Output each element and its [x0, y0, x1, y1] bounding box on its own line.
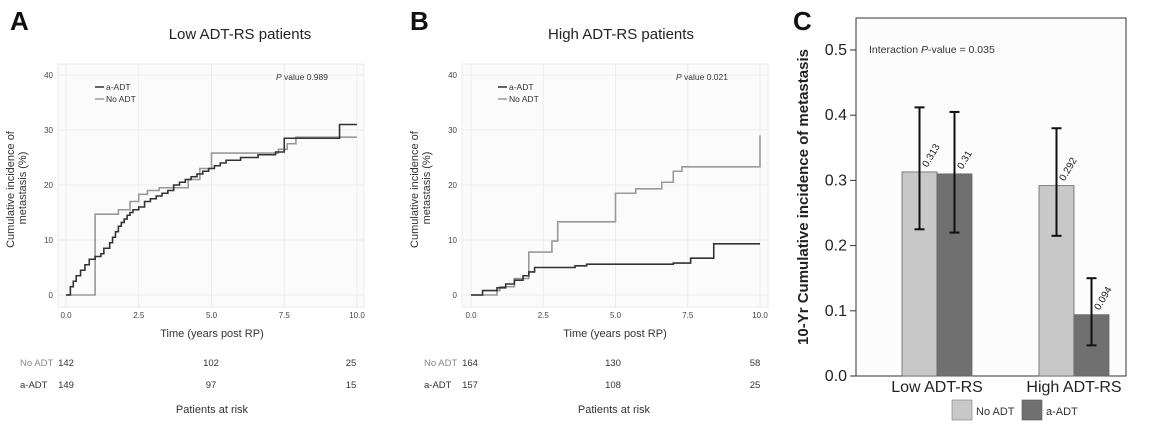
- panel-a-legend: a-ADT No ADT: [95, 82, 136, 104]
- x-tick-label: 5.0: [206, 311, 218, 320]
- risk-row-label: a-ADT: [424, 380, 452, 391]
- annotation-suffix: -value = 0.035: [928, 44, 995, 56]
- legend-swatch-no-adt: [951, 399, 973, 421]
- panel-b-series: [471, 135, 761, 296]
- y-tick-label: 20: [44, 181, 53, 190]
- y-tick-label: 0.0: [825, 368, 847, 385]
- x-tick-label: 2.5: [538, 311, 550, 320]
- panel-label-c: C: [793, 6, 812, 36]
- category-label-high: High ADT-RS: [1026, 379, 1121, 396]
- y-tick-label: 20: [448, 181, 457, 190]
- annotation-prefix: Interaction: [869, 44, 921, 56]
- x-tick-label: 7.5: [682, 311, 694, 320]
- y-tick-label: 0.5: [825, 42, 847, 59]
- panel-a-risk-table: No ADT 142 102 25 a-ADT 149 97 15 Patien…: [20, 358, 356, 416]
- panel-a-pvalue-p: P: [276, 72, 282, 82]
- risk-row-label: a-ADT: [20, 380, 48, 391]
- series-line-a-adt: [471, 243, 760, 296]
- panel-label-a: A: [10, 6, 29, 36]
- y-tick-label: 10: [448, 236, 457, 245]
- legend-label-no-adt: No ADT: [509, 94, 539, 104]
- x-tick-label: 2.5: [133, 311, 145, 320]
- panel-b: B High ADT-RS patients 0.0 2.5 5.0 7.5 10.00…: [409, 6, 769, 416]
- risk-cell: 164: [462, 358, 478, 369]
- risk-table-title: Patients at risk: [176, 404, 249, 416]
- series-line-a-adt: [66, 123, 357, 296]
- panel-b-legend: a-ADT No ADT: [498, 82, 539, 104]
- panel-c-ylabel: 10-Yr Cumulative incidence of metastasis: [795, 49, 812, 345]
- y-tick-label: 10: [44, 236, 53, 245]
- risk-cell: 25: [346, 358, 357, 369]
- legend-label-a-adt: a-ADT: [509, 82, 534, 92]
- risk-cell: 108: [605, 380, 621, 391]
- x-tick-label: 10.0: [349, 311, 365, 320]
- risk-cell: 102: [203, 358, 219, 369]
- x-tick-label: 10.0: [752, 311, 768, 320]
- panel-b-pvalue-text: value 0.021: [682, 72, 729, 82]
- panel-a-grid: [58, 64, 364, 307]
- panel-b-pvalue-p: P: [676, 72, 682, 82]
- risk-cell: 157: [462, 380, 478, 391]
- x-tick-label: 5.0: [610, 311, 622, 320]
- annotation-p: P: [921, 44, 928, 56]
- risk-cell: 97: [206, 380, 217, 391]
- legend-label-a-adt: a-ADT: [1046, 406, 1078, 418]
- y-tick-label: 0.2: [825, 238, 847, 255]
- y-tick-label: 40: [448, 71, 457, 80]
- risk-cell: 149: [58, 380, 74, 391]
- legend-label-a-adt: a-ADT: [106, 82, 131, 92]
- risk-cell: 142: [58, 358, 74, 369]
- risk-row-label: No ADT: [20, 358, 53, 369]
- y-tick-label: 0: [453, 291, 458, 300]
- series-line-no-adt: [471, 135, 761, 296]
- risk-table-title: Patients at risk: [578, 404, 651, 416]
- interaction-annotation: Interaction P-value = 0.035: [869, 44, 995, 56]
- x-tick-label: 0.0: [465, 311, 477, 320]
- panel-b-title: High ADT-RS patients: [548, 26, 694, 43]
- legend-label-no-adt: No ADT: [976, 406, 1015, 418]
- panel-a-pvalue: P value 0.989: [276, 72, 328, 82]
- panel-c: C 0.0 0.1 0.2 0.3 0.4 0.5 0.313 0.31 0.2920.094…: [793, 6, 1127, 421]
- category-label-low: Low ADT-RS: [891, 379, 983, 396]
- risk-cell: 130: [605, 358, 621, 369]
- legend-label-no-adt: No ADT: [106, 94, 136, 104]
- x-tick-label: 7.5: [279, 311, 291, 320]
- risk-row-label: No ADT: [424, 358, 457, 369]
- panel-b-ylabel-line2: metastasis (%): [421, 152, 433, 225]
- panel-a-ticks: 0.0 2.5 5.0 7.5 10.0 0 10 20 30 40: [44, 71, 365, 320]
- panel-b-ylabel: Cumulative incidence of metastasis (%): [409, 128, 433, 248]
- panel-b-pvalue: P value 0.021: [676, 72, 728, 82]
- risk-cell: 15: [346, 380, 357, 391]
- y-tick-label: 0.3: [825, 172, 847, 189]
- y-tick-label: 30: [44, 126, 53, 135]
- panel-b-ticks: 0.0 2.5 5.0 7.5 10.0 0 10 20 30 40: [448, 71, 768, 320]
- y-tick-label: 40: [44, 71, 53, 80]
- panel-a-ylabel-line2: metastasis (%): [17, 152, 29, 225]
- panel-a-pvalue-text: value 0.989: [282, 72, 329, 82]
- panel-c-legend: No ADT a-ADT: [951, 399, 1078, 421]
- y-tick-label: 0: [49, 291, 54, 300]
- panel-b-ylabel-line1: Cumulative incidence of: [409, 130, 421, 248]
- panel-a-series: [66, 123, 357, 296]
- panel-b-xlabel: Time (years post RP): [563, 328, 667, 340]
- panel-a: A Low ADT-RS patients 0.0 2.5 5.0 7.5 10.0 0 1…: [5, 6, 365, 416]
- y-tick-label: 0.1: [825, 303, 847, 320]
- x-tick-label: 0.0: [60, 311, 72, 320]
- panel-b-grid: [462, 64, 768, 307]
- y-tick-label: 30: [448, 126, 457, 135]
- panel-a-ylabel: Cumulative incidence of metastasis (%): [5, 128, 29, 248]
- panel-b-risk-table: No ADT 164 130 58 a-ADT 157 108 25 Patie…: [424, 358, 760, 416]
- legend-swatch-a-adt: [1021, 399, 1043, 421]
- risk-cell: 58: [750, 358, 761, 369]
- panel-a-ylabel-line1: Cumulative incidence of: [5, 130, 17, 248]
- risk-cell: 25: [750, 380, 761, 391]
- panel-a-title: Low ADT-RS patients: [169, 26, 312, 43]
- panel-label-b: B: [410, 6, 429, 36]
- y-tick-label: 0.4: [825, 107, 847, 124]
- panel-a-xlabel: Time (years post RP): [160, 328, 264, 340]
- panel-c-ticks: 0.0 0.1 0.2 0.3 0.4 0.5: [825, 42, 856, 385]
